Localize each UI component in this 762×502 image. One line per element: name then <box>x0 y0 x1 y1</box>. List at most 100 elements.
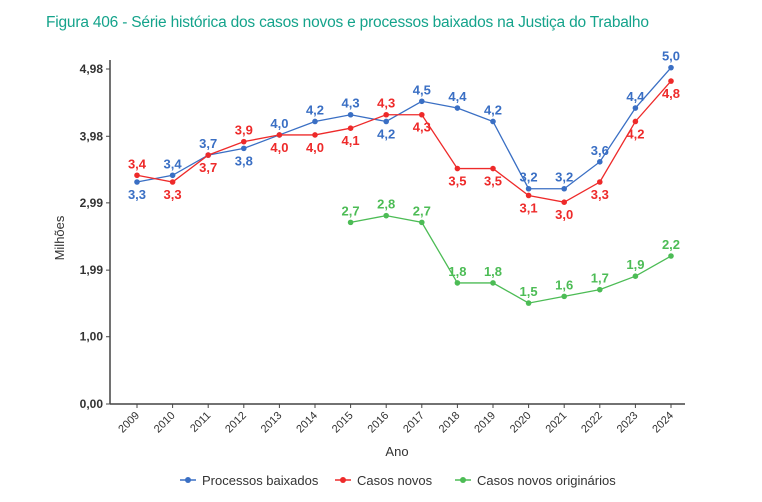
x-tick-label: 2020 <box>508 410 534 436</box>
data-point <box>347 219 354 226</box>
data-point <box>525 185 532 192</box>
x-tick-label: 2022 <box>579 410 605 436</box>
data-label: 3,3 <box>128 187 146 202</box>
data-label: 1,9 <box>626 257 644 272</box>
data-label: 3,3 <box>164 187 182 202</box>
data-label: 4,2 <box>377 126 395 141</box>
data-point <box>241 138 247 145</box>
data-point <box>454 105 461 111</box>
data-point <box>632 105 639 111</box>
data-label: 3,2 <box>555 170 573 185</box>
data-label: 1,6 <box>555 277 573 292</box>
data-label: 4,4 <box>448 89 467 104</box>
data-label: 1,7 <box>591 271 609 286</box>
data-point <box>419 98 425 105</box>
data-point <box>312 118 318 125</box>
data-point <box>525 192 532 199</box>
y-tick-label: 0,00 <box>80 397 104 411</box>
data-label: 3,7 <box>199 160 217 175</box>
x-tick-label: 2024 <box>650 410 676 436</box>
data-label: 3,0 <box>555 207 573 222</box>
y-tick-label: 2,99 <box>80 196 104 210</box>
x-axis-label: Ano <box>385 444 408 459</box>
data-label: 3,7 <box>199 136 217 151</box>
data-point <box>597 179 603 185</box>
data-label: 4,5 <box>413 82 431 97</box>
data-label: 4,3 <box>413 120 431 135</box>
data-point <box>383 111 390 118</box>
data-point <box>490 118 496 125</box>
data-label: 3,5 <box>448 174 466 189</box>
data-point <box>383 118 390 125</box>
data-label: 4,2 <box>626 126 644 141</box>
x-tick-label: 2012 <box>223 410 249 436</box>
data-label: 4,0 <box>270 116 288 131</box>
data-point <box>347 125 354 131</box>
x-tick-label: 2021 <box>544 410 570 436</box>
data-point <box>454 165 461 172</box>
data-label: 2,7 <box>342 203 360 218</box>
data-label: 4,0 <box>306 140 324 155</box>
legend-label: Casos novos <box>357 473 433 488</box>
data-point <box>134 172 140 179</box>
data-label: 4,2 <box>306 102 324 117</box>
series-line <box>136 67 672 190</box>
data-point <box>419 111 425 118</box>
x-tick-label: 2023 <box>615 410 641 436</box>
data-label: 3,8 <box>235 153 253 168</box>
data-point <box>597 286 603 293</box>
data-label: 2,2 <box>662 237 680 252</box>
chart-title: Figura 406 - Série histórica dos casos n… <box>46 14 649 31</box>
x-tick-label: 2009 <box>116 410 142 436</box>
data-point <box>561 185 567 192</box>
y-tick-label: 1,99 <box>80 263 104 277</box>
data-label: 4,0 <box>270 140 288 155</box>
y-axis-label: Milhões <box>52 215 67 260</box>
x-tick-label: 2014 <box>294 410 320 436</box>
data-point <box>276 132 283 138</box>
data-point <box>561 293 567 300</box>
y-tick-label: 3,98 <box>80 129 104 143</box>
legend-marker <box>185 477 191 483</box>
data-label: 4,3 <box>342 96 360 111</box>
data-label: 4,2 <box>484 102 502 117</box>
data-point <box>490 165 496 172</box>
x-tick-label: 2013 <box>259 410 285 436</box>
data-label: 3,6 <box>591 143 609 158</box>
data-point <box>419 219 425 226</box>
x-tick-label: 2015 <box>330 410 356 436</box>
data-label: 3,1 <box>520 200 538 215</box>
data-point <box>383 212 390 219</box>
data-point <box>169 179 176 185</box>
x-tick-label: 2018 <box>437 410 463 436</box>
data-point <box>668 64 674 71</box>
series-line <box>350 214 672 304</box>
data-point <box>241 145 247 152</box>
data-point <box>490 280 496 286</box>
data-label: 5,0 <box>662 49 680 64</box>
data-point <box>454 280 461 286</box>
data-point <box>632 118 639 125</box>
data-label: 1,8 <box>484 264 502 279</box>
legend-label: Processos baixados <box>202 473 319 488</box>
data-point <box>561 199 567 205</box>
y-tick-label: 1,00 <box>80 330 104 344</box>
series-line <box>136 80 672 203</box>
data-point <box>668 253 674 259</box>
data-label: 3,4 <box>164 156 183 171</box>
data-point <box>668 78 674 84</box>
data-label: 4,3 <box>377 96 395 111</box>
data-label: 4,1 <box>342 133 360 148</box>
data-label: 3,5 <box>484 174 502 189</box>
x-tick-label: 2011 <box>188 410 213 435</box>
data-point <box>205 152 211 158</box>
x-tick-label: 2016 <box>366 410 392 436</box>
data-point <box>169 172 176 179</box>
legend-marker <box>460 477 466 483</box>
x-tick-label: 2010 <box>152 410 178 436</box>
data-label: 1,8 <box>448 264 466 279</box>
data-point <box>632 273 639 279</box>
x-tick-label: 2017 <box>401 410 427 436</box>
data-label: 4,4 <box>626 89 645 104</box>
